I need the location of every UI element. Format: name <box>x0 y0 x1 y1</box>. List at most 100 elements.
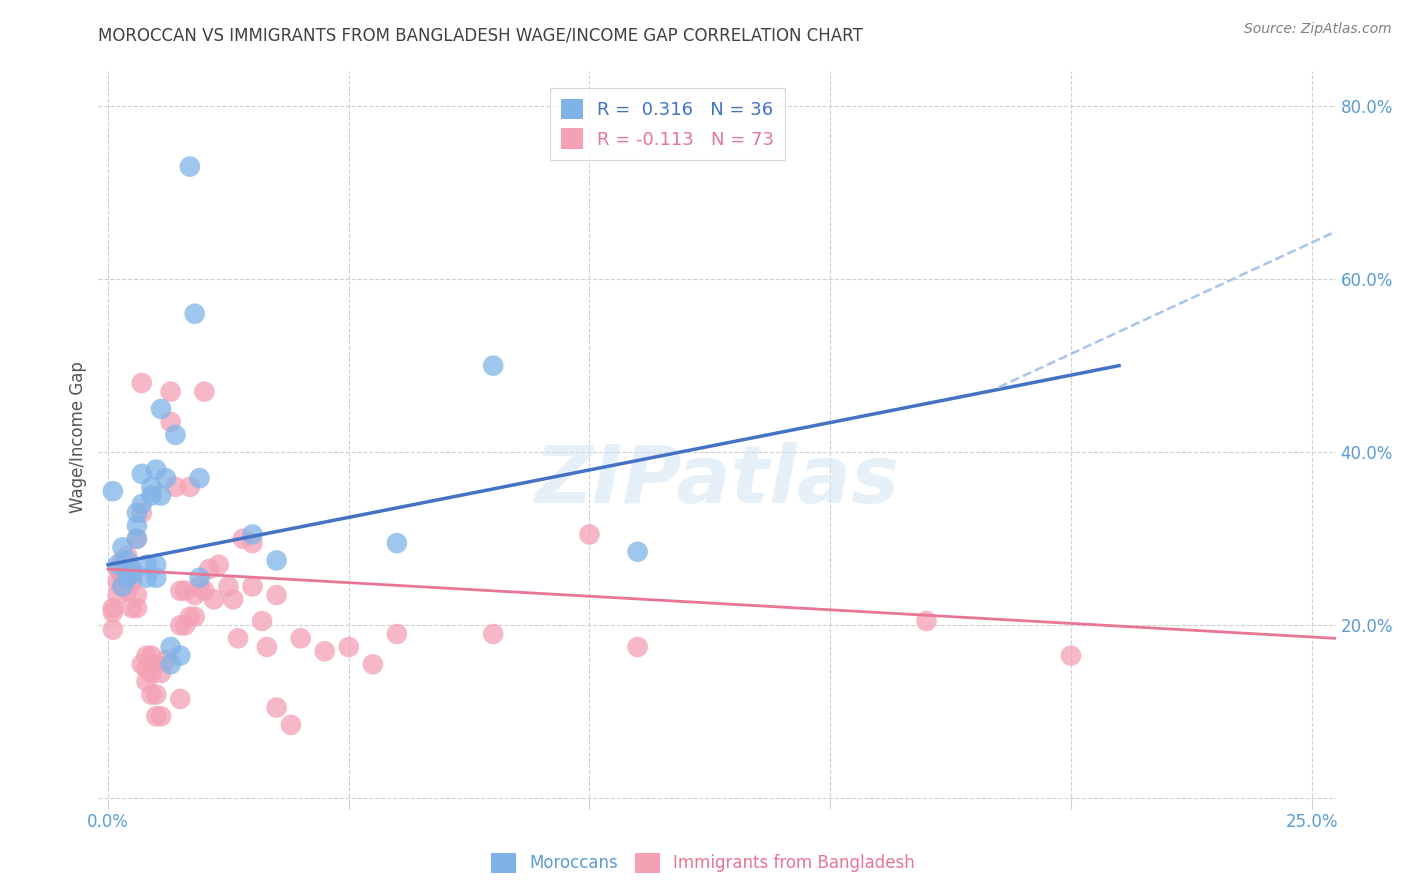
Point <box>107 562 129 576</box>
Point <box>217 579 239 593</box>
Point <box>150 665 173 680</box>
Point <box>117 562 139 576</box>
Point <box>159 384 181 399</box>
Point <box>165 428 187 442</box>
Point <box>256 640 278 654</box>
Point <box>1060 648 1083 663</box>
Point <box>226 632 249 646</box>
Point <box>361 657 384 672</box>
Point <box>121 566 143 581</box>
Point <box>111 553 134 567</box>
Point <box>159 657 181 672</box>
Point <box>125 518 148 533</box>
Point <box>121 566 143 581</box>
Point <box>232 532 254 546</box>
Y-axis label: Wage/Income Gap: Wage/Income Gap <box>69 361 87 513</box>
Point <box>121 601 143 615</box>
Point <box>145 558 167 572</box>
Point <box>188 571 211 585</box>
Point <box>179 160 201 174</box>
Point <box>183 307 205 321</box>
Point <box>150 489 173 503</box>
Point <box>135 571 157 585</box>
Point <box>150 709 173 723</box>
Point <box>174 583 197 598</box>
Point <box>125 588 148 602</box>
Point <box>159 415 181 429</box>
Point <box>337 640 360 654</box>
Point <box>242 579 264 593</box>
Point <box>117 571 139 585</box>
Point <box>125 506 148 520</box>
Point <box>280 718 302 732</box>
Point <box>188 471 211 485</box>
Point <box>169 583 191 598</box>
Point <box>107 588 129 602</box>
Point <box>111 541 134 555</box>
Point <box>117 553 139 567</box>
Point <box>165 480 187 494</box>
Point <box>135 674 157 689</box>
Point <box>141 648 163 663</box>
Point <box>198 562 221 576</box>
Point <box>145 657 167 672</box>
Point <box>141 665 163 680</box>
Point <box>578 527 600 541</box>
Point <box>131 467 153 481</box>
Point <box>117 549 139 563</box>
Point <box>131 497 153 511</box>
Point <box>141 489 163 503</box>
Point <box>107 575 129 590</box>
Point <box>314 644 336 658</box>
Text: Source: ZipAtlas.com: Source: ZipAtlas.com <box>1244 21 1392 36</box>
Point <box>266 588 288 602</box>
Point <box>183 609 205 624</box>
Point <box>193 384 215 399</box>
Point <box>188 579 211 593</box>
Point <box>627 640 650 654</box>
Point <box>121 575 143 590</box>
Point <box>242 527 264 541</box>
Point <box>169 692 191 706</box>
Point <box>169 648 191 663</box>
Point <box>145 709 167 723</box>
Point <box>385 536 408 550</box>
Point <box>250 614 273 628</box>
Point <box>135 558 157 572</box>
Point <box>145 571 167 585</box>
Point <box>183 588 205 602</box>
Point <box>290 632 312 646</box>
Point <box>193 583 215 598</box>
Point <box>222 592 245 607</box>
Point <box>107 558 129 572</box>
Text: ZIPatlas: ZIPatlas <box>534 442 900 520</box>
Legend: Moroccans, Immigrants from Bangladesh: Moroccans, Immigrants from Bangladesh <box>485 847 921 880</box>
Point <box>482 359 505 373</box>
Point <box>101 606 124 620</box>
Point <box>125 532 148 546</box>
Point <box>141 688 163 702</box>
Point <box>101 484 124 499</box>
Point <box>121 571 143 585</box>
Point <box>150 401 173 416</box>
Point <box>131 506 153 520</box>
Point <box>111 579 134 593</box>
Legend: R =  0.316   N = 36, R = -0.113   N = 73: R = 0.316 N = 36, R = -0.113 N = 73 <box>550 87 785 160</box>
Point <box>111 579 134 593</box>
Point <box>266 700 288 714</box>
Point <box>385 627 408 641</box>
Point <box>121 562 143 576</box>
Point <box>125 532 148 546</box>
Point <box>131 657 153 672</box>
Text: MOROCCAN VS IMMIGRANTS FROM BANGLADESH WAGE/INCOME GAP CORRELATION CHART: MOROCCAN VS IMMIGRANTS FROM BANGLADESH W… <box>98 27 863 45</box>
Point <box>242 536 264 550</box>
Point <box>135 662 157 676</box>
Point <box>111 571 134 585</box>
Point <box>915 614 938 628</box>
Point <box>141 480 163 494</box>
Point <box>145 688 167 702</box>
Point <box>179 480 201 494</box>
Point <box>159 640 181 654</box>
Point <box>627 545 650 559</box>
Point <box>208 558 231 572</box>
